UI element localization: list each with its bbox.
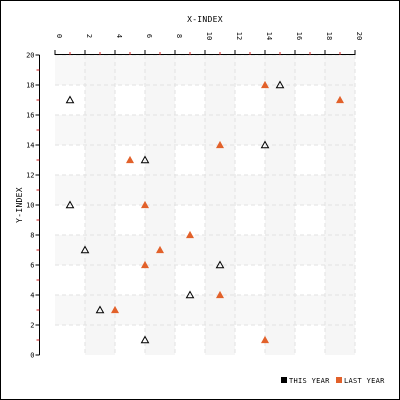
y-tick-label: 14: [26, 142, 34, 150]
y-tick-label: 18: [26, 82, 34, 90]
y-tick-label: 0: [30, 352, 34, 360]
x-tick-label: 14: [265, 32, 273, 40]
y-tick-label: 6: [30, 262, 34, 270]
legend-swatch: [336, 377, 342, 383]
y-tick-label: 10: [26, 202, 34, 210]
x-tick-label: 4: [115, 34, 123, 38]
point-this-year: [140, 335, 150, 344]
legend: THIS YEAR LAST YEAR: [281, 377, 385, 385]
x-axis-label: X-INDEX: [187, 15, 223, 24]
x-axis-ticks: 0 2 4 6 8 10 12 14 16 18 20: [54, 32, 363, 55]
y-tick-label: 12: [26, 172, 34, 180]
data-points: [65, 80, 345, 344]
legend-label: LAST YEAR: [344, 377, 385, 385]
point-last-year: [260, 335, 270, 344]
point-last-year: [260, 80, 270, 89]
point-this-year: [275, 80, 285, 89]
y-tick-label: 2: [30, 322, 34, 330]
point-this-year: [185, 290, 195, 299]
point-last-year: [215, 290, 225, 299]
y-tick-label: 4: [30, 292, 34, 300]
point-this-year: [140, 155, 150, 164]
legend-label: THIS YEAR: [289, 377, 330, 385]
x-tick-label: 18: [325, 32, 333, 40]
point-last-year: [185, 230, 195, 239]
point-last-year: [125, 155, 135, 164]
x-tick-label: 0: [55, 34, 63, 38]
point-last-year: [335, 95, 345, 104]
point-this-year: [65, 95, 75, 104]
point-last-year: [155, 245, 165, 254]
point-last-year: [140, 200, 150, 209]
point-this-year: [215, 260, 225, 269]
y-tick-label: 20: [26, 52, 34, 60]
x-tick-label: 2: [85, 34, 93, 38]
x-tick-label: 20: [355, 32, 363, 40]
x-tick-label: 10: [205, 32, 213, 40]
x-tick-label: 12: [235, 32, 243, 40]
x-tick-label: 16: [295, 32, 303, 40]
point-last-year: [215, 140, 225, 149]
legend-swatch: [281, 377, 287, 383]
point-last-year: [110, 305, 120, 314]
point-this-year: [65, 200, 75, 209]
point-this-year: [80, 245, 90, 254]
plot-background-bands: [55, 55, 355, 355]
y-tick-label: 8: [30, 232, 34, 240]
point-this-year: [260, 140, 270, 149]
point-this-year: [95, 305, 105, 314]
x-tick-label: 8: [175, 34, 183, 38]
y-axis-ticks: 0 2 4 6 8 10 12 14 16 18 20: [26, 52, 40, 360]
x-tick-label: 6: [145, 34, 153, 38]
point-last-year: [140, 260, 150, 269]
y-axis-label: Y-INDEX: [15, 187, 24, 223]
y-tick-label: 16: [26, 112, 34, 120]
